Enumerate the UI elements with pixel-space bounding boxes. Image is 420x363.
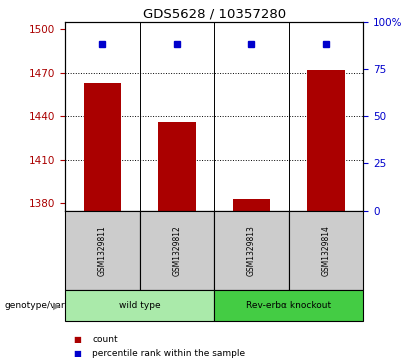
- Text: GSM1329814: GSM1329814: [322, 225, 331, 276]
- Bar: [307, 70, 345, 211]
- Bar: [158, 122, 196, 211]
- Title: GDS5628 / 10357280: GDS5628 / 10357280: [143, 8, 286, 21]
- Text: ■: ■: [74, 349, 81, 358]
- Text: GSM1329811: GSM1329811: [98, 225, 107, 276]
- Text: percentile rank within the sample: percentile rank within the sample: [92, 349, 246, 358]
- Bar: [84, 83, 121, 211]
- Text: ▶: ▶: [53, 301, 61, 311]
- Text: Rev-erbα knockout: Rev-erbα knockout: [246, 301, 331, 310]
- Text: GSM1329812: GSM1329812: [173, 225, 181, 276]
- Text: count: count: [92, 335, 118, 344]
- Text: wild type: wild type: [119, 301, 160, 310]
- Text: ■: ■: [74, 335, 81, 344]
- Text: GSM1329813: GSM1329813: [247, 225, 256, 276]
- Bar: [233, 199, 270, 211]
- Text: genotype/variation: genotype/variation: [4, 301, 90, 310]
